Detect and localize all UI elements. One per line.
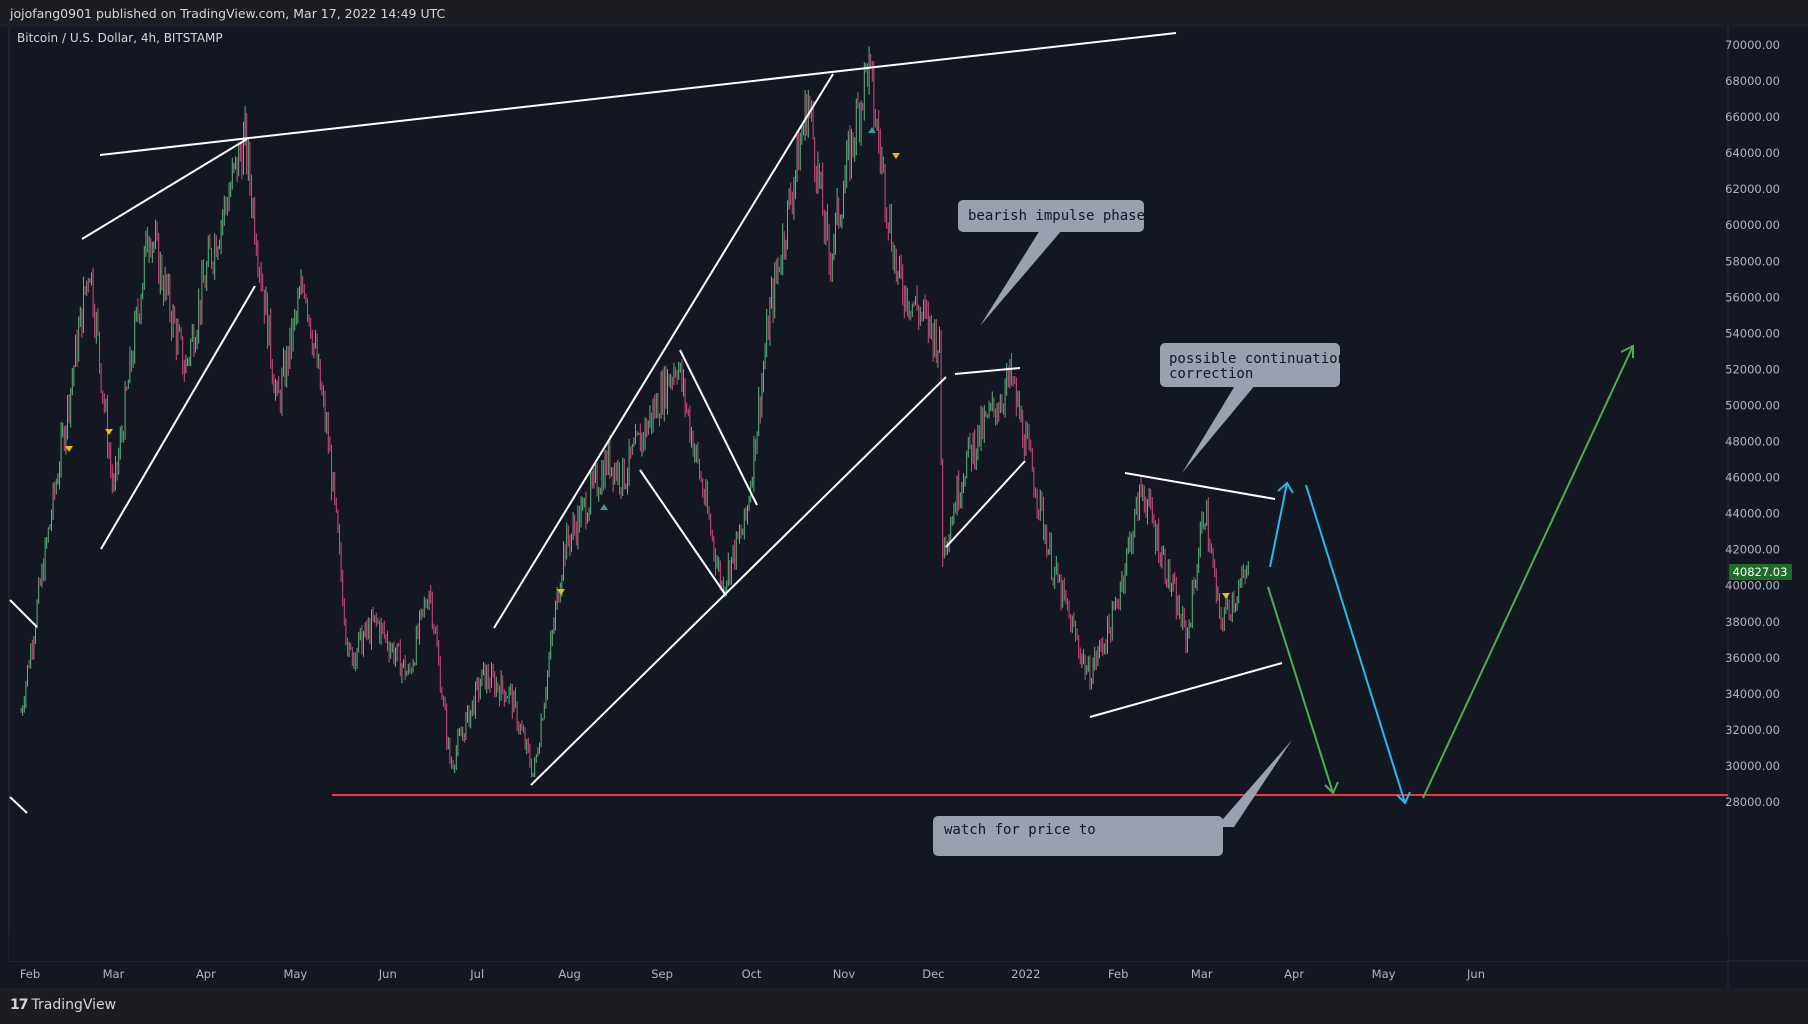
signal-marker: [600, 504, 608, 510]
callout-text: possible continuation correction: [1169, 351, 1346, 382]
projection-down-arrow[interactable]: [1267, 586, 1334, 794]
price-tick-label: 62000.00: [1725, 182, 1780, 196]
price-tick-label: 34000.00: [1725, 687, 1780, 701]
signal-marker: [557, 589, 565, 595]
price-tick-label: 54000.00: [1725, 326, 1780, 340]
candles: [20, 46, 1249, 778]
trend-line[interactable]: [1089, 662, 1283, 718]
trend-line[interactable]: [1124, 472, 1276, 500]
callout-text: watch for price to: [944, 822, 1096, 838]
time-tick-label: Apr: [196, 967, 216, 981]
time-tick-label: Jul: [469, 967, 484, 981]
price-tick-label: 68000.00: [1725, 74, 1780, 88]
callout-pointer: [980, 230, 1062, 326]
time-tick-label: Jun: [1466, 967, 1485, 981]
published-header: jojofang0901 published on TradingView.co…: [0, 0, 1808, 27]
time-tick-label: Oct: [742, 967, 762, 981]
price-tick-label: 28000.00: [1725, 795, 1780, 809]
price-tick-label: 32000.00: [1725, 723, 1780, 737]
last-price-tag: 40827.03: [1729, 564, 1792, 580]
arrow-head: [1277, 481, 1294, 494]
published-text: jojofang0901 published on TradingView.co…: [10, 6, 446, 21]
callout-pointer: [1216, 740, 1292, 827]
tradingview-brand[interactable]: 17 TradingView: [10, 997, 116, 1013]
arrow-head: [1324, 781, 1339, 795]
trend-line[interactable]: [679, 349, 758, 506]
price-tick-label: 70000.00: [1725, 38, 1780, 52]
price-tick-label: 58000.00: [1725, 254, 1780, 268]
trend-line[interactable]: [954, 367, 1021, 375]
time-tick-label: May: [283, 967, 307, 981]
time-axis[interactable]: Feb Mar Apr May Jun Jul Aug Sep Oct Nov Dec 2022 Feb…: [20, 967, 1485, 981]
callout-pointer: [1182, 384, 1256, 473]
projection-down-arrow[interactable]: [1305, 484, 1406, 804]
brand-label: TradingView: [31, 997, 117, 1013]
callout-continuation[interactable]: possible continuation correction: [1160, 343, 1346, 473]
footer: 17 TradingView: [0, 988, 1808, 1024]
trend-line[interactable]: [99, 32, 1177, 156]
tradingview-logo-icon: 17: [10, 997, 29, 1013]
signal-marker: [892, 153, 900, 159]
price-tag-text: 40827.03: [1733, 565, 1788, 579]
callout-bearish[interactable]: bearish impulse phase: [958, 200, 1145, 326]
callout-box: [933, 816, 1223, 856]
price-tick-label: 66000.00: [1725, 110, 1780, 124]
projection-up-arrow[interactable]: [1269, 482, 1288, 568]
price-tick-label: 44000.00: [1725, 507, 1780, 521]
signal-marker: [65, 446, 73, 452]
trend-line[interactable]: [9, 599, 38, 628]
callout-watch[interactable]: watch for price to: [933, 740, 1292, 856]
callout-box: [1160, 343, 1340, 387]
arrow-head: [1620, 344, 1634, 358]
signal-marker: [868, 127, 876, 133]
price-tick-label: 30000.00: [1725, 759, 1780, 773]
trend-line[interactable]: [81, 138, 248, 240]
projection-up-arrow[interactable]: [1422, 345, 1634, 799]
signal-marker: [105, 429, 113, 435]
arrow-head: [1396, 791, 1411, 805]
callout-text: bearish impulse phase: [968, 208, 1145, 224]
time-tick-label: Dec: [922, 967, 944, 981]
trend-line[interactable]: [9, 796, 28, 814]
trend-line[interactable]: [639, 469, 726, 595]
time-tick-label: Mar: [1191, 967, 1213, 981]
price-tick-label: 48000.00: [1725, 435, 1780, 449]
time-tick-label: Apr: [1284, 967, 1304, 981]
time-axis-background: [9, 935, 1728, 961]
price-tick-label: 46000.00: [1725, 471, 1780, 485]
time-tick-label: Feb: [20, 967, 40, 981]
price-tick-label: 50000.00: [1725, 398, 1780, 412]
drawings: [9, 32, 1728, 814]
symbol-title: Bitcoin / U.S. Dollar, 4h, BITSTAMP: [17, 31, 223, 45]
time-tick-label: Jun: [378, 967, 397, 981]
price-chart[interactable]: Bitcoin / U.S. Dollar, 4h, BITSTAMP: [0, 27, 1808, 988]
callout-box: [958, 200, 1144, 232]
time-tick-label: May: [1372, 967, 1396, 981]
trend-line[interactable]: [493, 73, 834, 629]
price-tag-box: [1729, 564, 1792, 580]
price-tick-label: 60000.00: [1725, 218, 1780, 232]
signal-marker: [1222, 593, 1230, 599]
price-tick-label: 36000.00: [1725, 651, 1780, 665]
time-tick-label: Nov: [833, 967, 856, 981]
trend-line[interactable]: [100, 285, 256, 550]
trend-line[interactable]: [945, 460, 1026, 548]
price-tick-label: 52000.00: [1725, 362, 1780, 376]
price-tick-label: 42000.00: [1725, 543, 1780, 557]
time-tick-label: 2022: [1011, 967, 1040, 981]
price-tick-label: 64000.00: [1725, 146, 1780, 160]
price-tick-label: 38000.00: [1725, 615, 1780, 629]
price-tick-label: 40000.00: [1725, 579, 1780, 593]
time-tick-label: Mar: [103, 967, 125, 981]
price-axis[interactable]: 70000.00 68000.00 66000.00 64000.00 62000.00…: [1725, 38, 1780, 809]
time-tick-label: Feb: [1108, 967, 1128, 981]
time-tick-label: Aug: [558, 967, 580, 981]
time-tick-label: Sep: [651, 967, 673, 981]
price-tick-label: 56000.00: [1725, 290, 1780, 304]
trend-line[interactable]: [530, 376, 947, 786]
plot-background: [0, 27, 1808, 988]
